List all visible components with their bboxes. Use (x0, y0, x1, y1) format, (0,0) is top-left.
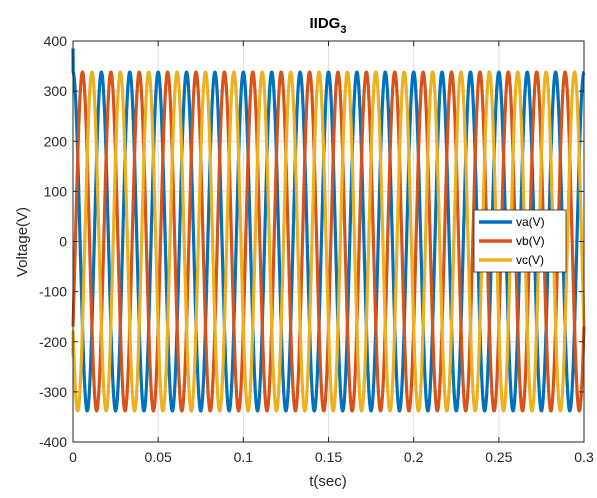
y-tick-label: 100 (44, 183, 68, 199)
svg-text:IIDG3: IIDG3 (310, 15, 347, 36)
y-tick-label: -100 (39, 284, 67, 300)
y-tick-label: 300 (44, 83, 68, 99)
y-tick-label: -200 (39, 334, 67, 350)
y-tick-label: -300 (39, 384, 67, 400)
x-tick-label: 0.25 (485, 449, 512, 465)
y-tick-label: 200 (44, 133, 68, 149)
x-tick-label: 0.1 (234, 449, 254, 465)
y-tick-label: -400 (39, 434, 67, 450)
x-tick-label: 0.15 (315, 449, 342, 465)
x-tick-label: 0.2 (404, 449, 424, 465)
series-line-1 (71, 48, 586, 413)
x-tick-label: 0.3 (574, 449, 594, 465)
x-tick-label: 0.05 (145, 449, 172, 465)
y-axis-label: Voltage(V) (14, 207, 31, 277)
legend-label-1: va(V) (516, 215, 545, 229)
plot-series (71, 48, 586, 413)
legend: va(V) vb(V) vc(V) (473, 209, 567, 273)
chart-title-main: IIDG (310, 15, 341, 32)
x-axis-label: t(sec) (309, 473, 347, 490)
y-tick-label: 400 (44, 33, 68, 49)
legend-label-2: vb(V) (516, 234, 545, 248)
x-tick-label: 0 (69, 449, 77, 465)
axis-ticks: 0 0.05 0.1 0.15 0.2 0.25 0.3 -400 -300 -200 -100 0 1… (39, 33, 594, 465)
series-line-3 (71, 70, 586, 413)
chart-title: IIDG3 (310, 15, 347, 36)
legend-label-3: vc(V) (516, 253, 544, 267)
chart-title-subscript: 3 (340, 24, 346, 36)
y-tick-label: 0 (59, 234, 67, 250)
